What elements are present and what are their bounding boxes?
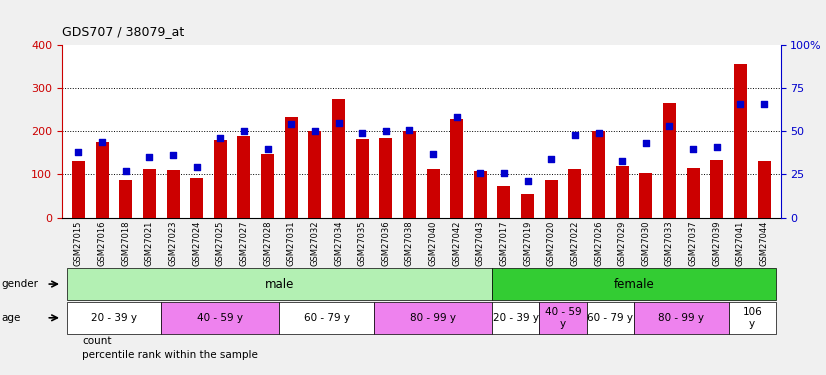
- Point: [72, 149, 85, 155]
- Bar: [639, 172, 653, 217]
- Point: [733, 100, 747, 106]
- Point: [426, 151, 439, 157]
- Text: 106
y: 106 y: [743, 307, 762, 328]
- Bar: [67, 268, 492, 300]
- Bar: [592, 131, 605, 218]
- Bar: [332, 99, 345, 218]
- Bar: [96, 142, 109, 218]
- Text: count: count: [82, 336, 112, 346]
- Bar: [143, 169, 156, 217]
- Bar: [374, 302, 492, 334]
- Bar: [237, 136, 250, 218]
- Bar: [568, 169, 582, 217]
- Point: [261, 146, 274, 152]
- Point: [237, 128, 250, 134]
- Text: age: age: [2, 313, 21, 323]
- Bar: [586, 302, 634, 334]
- Point: [710, 144, 724, 150]
- Bar: [426, 169, 439, 217]
- Bar: [521, 194, 534, 217]
- Bar: [663, 103, 676, 218]
- Bar: [261, 154, 274, 218]
- Bar: [686, 168, 700, 217]
- Bar: [545, 180, 558, 218]
- Point: [379, 128, 392, 134]
- Point: [521, 178, 534, 184]
- Bar: [279, 302, 374, 334]
- Bar: [379, 138, 392, 218]
- Text: percentile rank within the sample: percentile rank within the sample: [82, 350, 258, 360]
- Point: [332, 120, 345, 126]
- Text: 60 - 79 y: 60 - 79 y: [587, 313, 634, 323]
- Point: [308, 128, 321, 134]
- Bar: [167, 170, 179, 217]
- Point: [639, 140, 653, 146]
- Point: [544, 156, 558, 162]
- Bar: [474, 171, 487, 217]
- Point: [167, 152, 180, 158]
- Point: [450, 114, 463, 120]
- Bar: [119, 180, 132, 218]
- Text: GDS707 / 38079_at: GDS707 / 38079_at: [62, 25, 184, 38]
- Point: [497, 170, 510, 176]
- Bar: [710, 160, 724, 218]
- Bar: [492, 268, 776, 300]
- Bar: [285, 117, 297, 218]
- Point: [285, 122, 298, 128]
- Point: [662, 123, 676, 129]
- Point: [686, 146, 700, 152]
- Bar: [190, 178, 203, 218]
- Point: [403, 126, 416, 132]
- Text: 40 - 59
y: 40 - 59 y: [545, 307, 582, 328]
- Point: [96, 139, 109, 145]
- Bar: [497, 186, 510, 218]
- Bar: [729, 302, 776, 334]
- Bar: [492, 302, 539, 334]
- Bar: [72, 162, 85, 218]
- Point: [474, 170, 487, 176]
- Bar: [67, 302, 161, 334]
- Bar: [214, 140, 227, 218]
- Bar: [450, 119, 463, 218]
- Point: [214, 135, 227, 141]
- Bar: [733, 64, 747, 218]
- Text: male: male: [265, 278, 294, 291]
- Bar: [161, 302, 279, 334]
- Point: [592, 130, 605, 136]
- Bar: [356, 139, 368, 218]
- Bar: [539, 302, 586, 334]
- Point: [757, 100, 771, 106]
- Point: [568, 132, 582, 138]
- Text: 20 - 39 y: 20 - 39 y: [493, 313, 539, 323]
- Text: 40 - 59 y: 40 - 59 y: [197, 313, 244, 323]
- Text: 60 - 79 y: 60 - 79 y: [304, 313, 349, 323]
- Bar: [757, 162, 771, 218]
- Point: [119, 168, 132, 174]
- Bar: [308, 131, 321, 218]
- Bar: [615, 166, 629, 218]
- Text: female: female: [614, 278, 654, 291]
- Text: 20 - 39 y: 20 - 39 y: [91, 313, 137, 323]
- Point: [615, 158, 629, 164]
- Text: gender: gender: [2, 279, 39, 289]
- Bar: [634, 302, 729, 334]
- Text: 80 - 99 y: 80 - 99 y: [410, 313, 456, 323]
- Text: 80 - 99 y: 80 - 99 y: [658, 313, 705, 323]
- Point: [143, 154, 156, 160]
- Bar: [403, 131, 416, 218]
- Point: [355, 130, 368, 136]
- Point: [190, 165, 203, 171]
